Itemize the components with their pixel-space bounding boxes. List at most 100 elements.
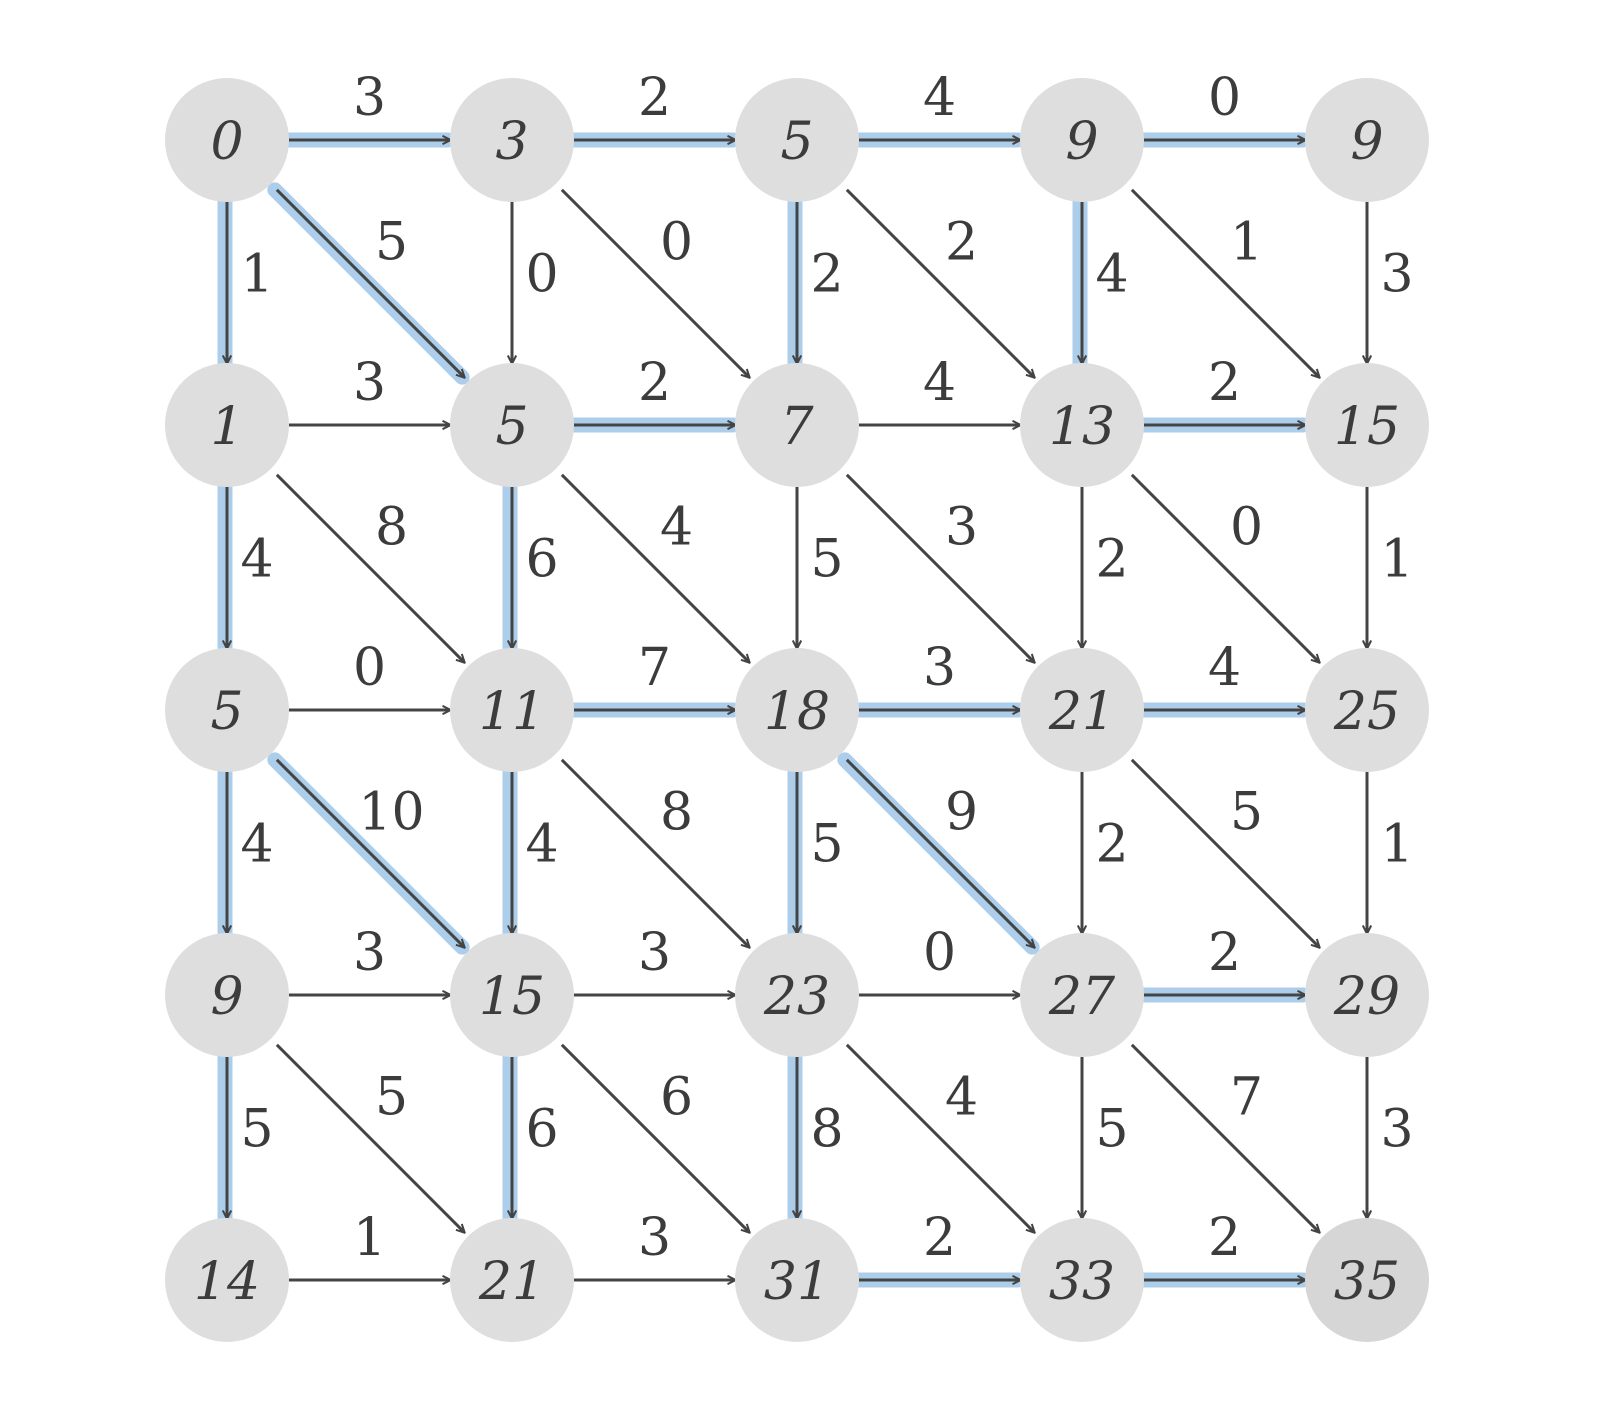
edge-v-r2-c3-weight: 2: [1095, 815, 1128, 875]
edge-h-r2-c0-weight: 0: [353, 638, 386, 698]
node-r1-c4: 15: [1305, 363, 1429, 487]
edge-v-r0-c2-weight: 2: [810, 245, 843, 305]
node-r3-c4: 29: [1305, 933, 1429, 1057]
edge-v-r3-c4-weight: 3: [1380, 1100, 1413, 1160]
node-r4-c4: 35: [1305, 1218, 1429, 1342]
node-value: 5: [210, 682, 243, 742]
node-r0-c2: 5: [735, 78, 859, 202]
node-circle: [165, 1218, 289, 1342]
edge-v-r2-c4-weight: 1: [1380, 815, 1413, 875]
edge-v-r2-c0-weight: 4: [240, 815, 273, 875]
node-circle: [1020, 933, 1144, 1057]
edge-h-r4-c3-weight: 2: [1208, 1208, 1241, 1268]
edge-d-r3-c2-weight: 4: [945, 1068, 978, 1128]
edge-d-r3-c0-weight: 5: [375, 1068, 408, 1128]
edge-d-r2-c1: [560, 758, 749, 947]
edge-d-r0-c3: [1130, 188, 1319, 377]
edge-d-r0-c0: [275, 188, 464, 377]
edge-h-r1-c3-weight: 2: [1208, 353, 1241, 413]
edge-v-r1-c0-weight: 4: [240, 530, 273, 590]
node-circle: [450, 648, 574, 772]
node-r2-c4: 25: [1305, 648, 1429, 772]
node-circle: [450, 933, 574, 1057]
node-value: 0: [210, 112, 243, 172]
edge-d-r3-c0: [275, 1043, 464, 1232]
node-value: 13: [1049, 397, 1115, 457]
node-value: 35: [1334, 1252, 1400, 1312]
node-circle: [735, 78, 859, 202]
node-r1-c1: 5: [450, 363, 574, 487]
edge-d-r0-c2: [845, 188, 1034, 377]
edge-d-r1-c0: [275, 473, 464, 662]
edge-v-r1-c2-weight: 5: [810, 530, 843, 590]
node-circle: [165, 363, 289, 487]
node-value: 23: [763, 967, 830, 1027]
edge-v-r3-c0-weight: 5: [240, 1100, 273, 1160]
edge-d-r1-c1-weight: 4: [660, 498, 693, 558]
edge-d-r2-c3-weight: 5: [1230, 783, 1263, 843]
node-r0-c0: 0: [165, 78, 289, 202]
edge-v-r3-c2-weight: 8: [810, 1100, 843, 1160]
edge-h-r2-c2-weight: 3: [923, 638, 956, 698]
node-r1-c3: 13: [1020, 363, 1144, 487]
node-r2-c0: 5: [165, 648, 289, 772]
edge-v-r0-c3-weight: 4: [1095, 245, 1128, 305]
edge-d-r3-c1: [560, 1043, 749, 1232]
edge-d-r2-c3: [1130, 758, 1319, 947]
node-circle: [1305, 933, 1429, 1057]
edge-v-r1-c1-weight: 6: [525, 530, 558, 590]
node-value: 9: [1350, 112, 1383, 172]
edge-v-r2-c2-weight: 5: [810, 815, 843, 875]
edge-v-r2-c1-weight: 4: [525, 815, 558, 875]
edge-d-r1-c0-weight: 8: [375, 498, 408, 558]
node-circle: [735, 933, 859, 1057]
edge-d-r2-c0: [275, 758, 464, 947]
node-r2-c1: 11: [450, 648, 574, 772]
edge-h-r2-c3-weight: 4: [1208, 638, 1241, 698]
node-value: 15: [479, 967, 545, 1027]
node-r0-c1: 3: [450, 78, 574, 202]
node-r3-c2: 23: [735, 933, 859, 1057]
node-circle: [1305, 648, 1429, 772]
edge-h-r0-c3-weight: 0: [1208, 68, 1241, 128]
node-r3-c0: 9: [165, 933, 289, 1057]
node-value: 3: [495, 112, 528, 172]
edge-h-r4-c2-weight: 2: [923, 1208, 956, 1268]
edge-d-r0-c0-weight: 5: [375, 213, 408, 273]
edge-v-r3-c3-weight: 5: [1095, 1100, 1128, 1160]
edge-d-r2-c1-weight: 8: [660, 783, 693, 843]
node-circle: [450, 363, 574, 487]
edge-h-r3-c3-weight: 2: [1208, 923, 1241, 983]
edge-h-r3-c0-weight: 3: [353, 923, 386, 983]
edge-d-r1-c3-weight: 0: [1230, 498, 1263, 558]
edge-d-r3-c3-weight: 7: [1230, 1068, 1263, 1128]
node-value: 14: [194, 1252, 260, 1312]
node-value: 21: [1048, 682, 1115, 742]
node-circle: [1305, 78, 1429, 202]
edge-h-r2-c1-weight: 7: [638, 638, 671, 698]
edge-d-r3-c3: [1130, 1043, 1319, 1232]
node-value: 27: [1048, 967, 1116, 1027]
edge-d-r1-c2-weight: 3: [945, 498, 978, 558]
edge-h-r1-c0-weight: 3: [353, 353, 386, 413]
node-circle: [735, 1218, 859, 1342]
edge-h-r3-c2-weight: 0: [923, 923, 956, 983]
edge-v-r0-c1-weight: 0: [525, 245, 558, 305]
node-r2-c2: 18: [735, 648, 859, 772]
edge-d-r2-c2: [845, 758, 1034, 947]
edge-h-r1-c1-weight: 2: [638, 353, 671, 413]
node-value: 9: [210, 967, 243, 1027]
edge-d-r0-c3-weight: 1: [1230, 213, 1263, 273]
node-value: 21: [478, 1252, 545, 1312]
node-circle: [1020, 648, 1144, 772]
node-r1-c0: 1: [165, 363, 289, 487]
node-r3-c1: 15: [450, 933, 574, 1057]
edge-d-r0-c2-weight: 2: [945, 213, 978, 273]
node-value: 5: [780, 112, 813, 172]
edge-layer: 3 2 4 03 2 4 20 7 3 43 3 0 21 3 2 21 0 2 4 34 6 5 2 14 4 5 2 15 6 8 5 3…: [227, 68, 1414, 1280]
node-value: 18: [764, 682, 830, 742]
edge-h-r0-c1-weight: 2: [638, 68, 671, 128]
node-value: 7: [780, 397, 814, 457]
edge-h-r0-c0-weight: 3: [353, 68, 386, 128]
